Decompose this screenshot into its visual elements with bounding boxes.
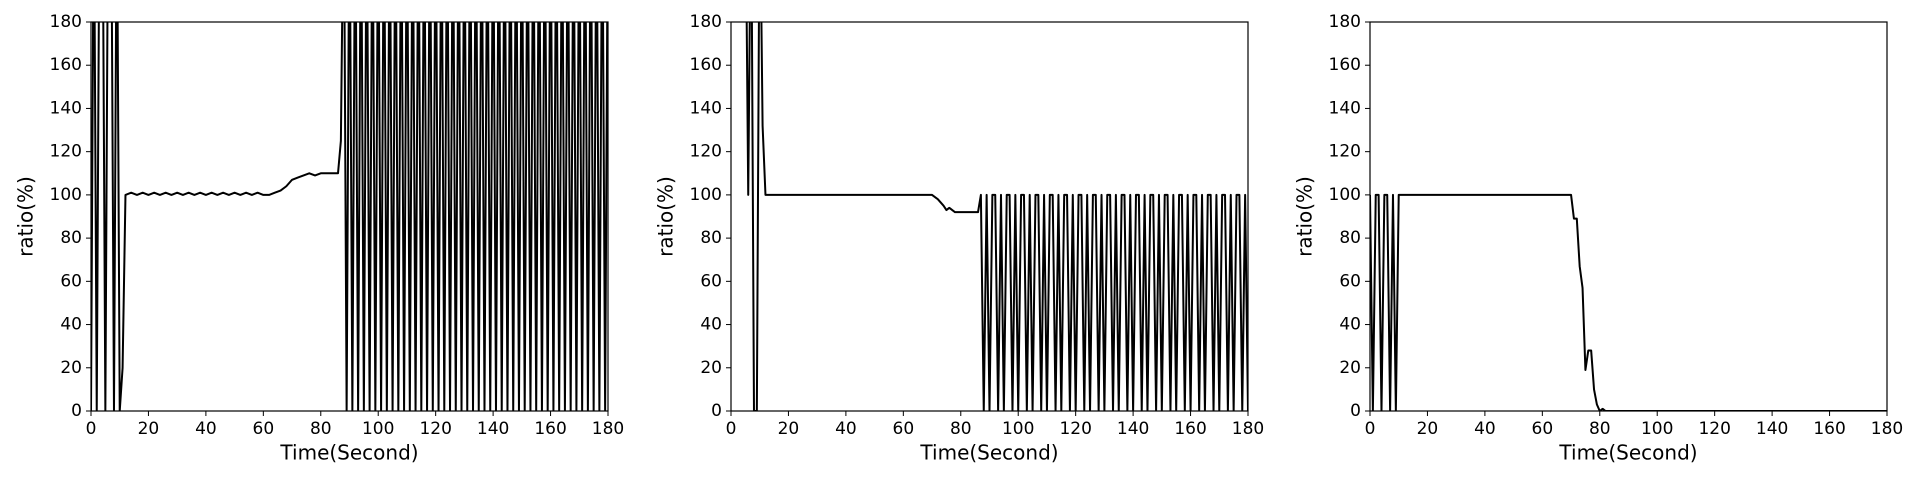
y-tick-label: 160	[1329, 55, 1361, 75]
x-tick-label: 180	[592, 419, 624, 439]
plot-frame	[730, 21, 1249, 412]
x-tick-label: 0	[726, 419, 737, 439]
y-tick-label: 60	[700, 271, 722, 291]
x-tick-label: 180	[1871, 419, 1903, 439]
y-tick-label: 100	[50, 185, 82, 205]
y-tick-label: 60	[60, 271, 82, 291]
y-tick-label: 180	[690, 12, 722, 32]
y-tick-label: 180	[50, 12, 82, 32]
x-tick-label: 140	[477, 419, 509, 439]
y-tick-label: 0	[711, 401, 722, 421]
y-tick-label: 40	[60, 315, 82, 335]
x-tick-label: 100	[1002, 419, 1034, 439]
x-tick-label: 60	[253, 419, 275, 439]
data-line	[745, 22, 1248, 411]
subplot: 0 20 40 60 80 100 120 140 160 180 0 20 40 60 80 100 120 1…	[654, 12, 1265, 465]
x-tick-label: 180	[1232, 419, 1264, 439]
x-tick-label: 120	[419, 419, 451, 439]
x-tick-label: 20	[1417, 419, 1439, 439]
subplot: 0 20 40 60 80 100 120 140 160 180 0 20 40 60 80 100 120 1…	[1293, 12, 1904, 465]
x-tick-label: 0	[86, 419, 97, 439]
y-tick-label: 0	[71, 401, 82, 421]
y-tick-label: 180	[1329, 12, 1361, 32]
y-tick-label: 120	[690, 142, 722, 162]
y-tick-label: 80	[60, 228, 82, 248]
y-tick-label: 160	[50, 55, 82, 75]
y-tick-label: 140	[1329, 98, 1361, 118]
data-line	[91, 22, 608, 411]
y-tick-label: 80	[1339, 228, 1361, 248]
x-tick-label: 120	[1698, 419, 1730, 439]
x-tick-label: 40	[1474, 419, 1496, 439]
y-tick-label: 60	[1339, 271, 1361, 291]
y-tick-label: 20	[60, 358, 82, 378]
y-tick-label: 120	[50, 142, 82, 162]
plot-frame	[1369, 21, 1888, 412]
y-tick-label: 40	[1339, 315, 1361, 335]
x-tick-label: 40	[195, 419, 217, 439]
x-tick-label: 40	[835, 419, 857, 439]
y-axis-label: ratio(%)	[654, 176, 678, 257]
x-tick-label: 20	[138, 419, 160, 439]
y-tick-label: 40	[700, 315, 722, 335]
subplot: 0 20 40 60 80 100 120 140 160 180 0 20 40 60 80 100 120 1…	[14, 12, 625, 465]
y-tick-label: 140	[50, 98, 82, 118]
x-axis-label: Time(Second)	[1558, 441, 1697, 465]
y-tick-label: 100	[690, 185, 722, 205]
x-tick-label: 120	[1059, 419, 1091, 439]
x-tick-label: 160	[534, 419, 566, 439]
x-tick-label: 60	[1532, 419, 1554, 439]
x-tick-label: 140	[1756, 419, 1788, 439]
x-tick-label: 100	[1641, 419, 1673, 439]
x-tick-label: 160	[1813, 419, 1845, 439]
x-tick-label: 20	[778, 419, 800, 439]
data-line	[1370, 193, 1887, 411]
y-tick-label: 20	[1339, 358, 1361, 378]
y-tick-label: 80	[700, 228, 722, 248]
x-axis-label: Time(Second)	[919, 441, 1058, 465]
x-tick-label: 0	[1365, 419, 1376, 439]
y-tick-label: 160	[690, 55, 722, 75]
y-tick-label: 140	[690, 98, 722, 118]
x-tick-label: 160	[1174, 419, 1206, 439]
x-tick-label: 80	[310, 419, 332, 439]
x-tick-label: 60	[893, 419, 915, 439]
y-tick-label: 20	[700, 358, 722, 378]
plot-frame	[90, 21, 609, 412]
x-axis-label: Time(Second)	[279, 441, 418, 465]
y-axis-label: ratio(%)	[1293, 176, 1317, 257]
y-tick-label: 100	[1329, 185, 1361, 205]
x-tick-label: 80	[1589, 419, 1611, 439]
y-axis-label: ratio(%)	[14, 176, 38, 257]
y-tick-label: 0	[1350, 401, 1361, 421]
x-tick-label: 140	[1117, 419, 1149, 439]
y-tick-label: 120	[1329, 142, 1361, 162]
x-tick-label: 100	[362, 419, 394, 439]
x-tick-label: 80	[950, 419, 972, 439]
